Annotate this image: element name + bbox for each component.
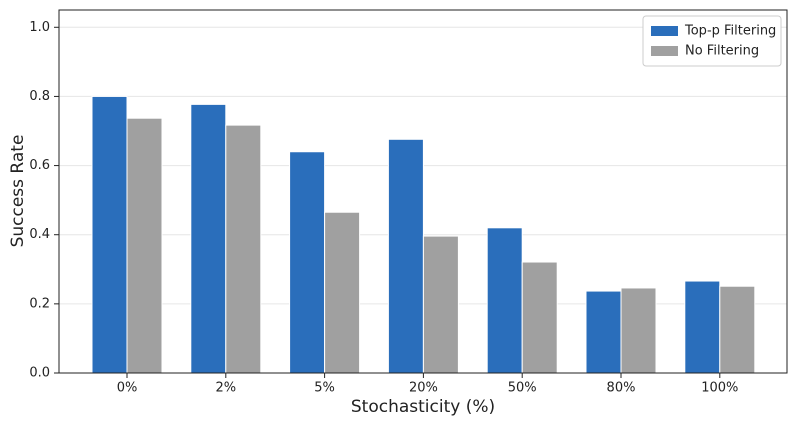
legend-label: Top-p Filtering [684,24,776,39]
x-axis-label: Stochasticity (%) [351,397,495,417]
bar [521,261,558,374]
x-tick-label: 100% [701,381,738,396]
legend-swatch [651,26,678,36]
bar [91,95,128,374]
y-tick-label: 0.2 [29,296,50,311]
bar [684,280,721,374]
x-tick-label: 2% [215,381,236,396]
x-tick-label: 20% [409,381,438,396]
x-tick-label: 5% [314,381,335,396]
bar [190,103,227,374]
bar [719,285,756,374]
y-tick-label: 0.4 [29,227,50,242]
x-tick-label: 0% [117,381,138,396]
legend-label: No Filtering [685,44,759,59]
x-tick-label: 50% [508,381,537,396]
bar [289,151,326,374]
legend-swatch [651,46,678,56]
bar [585,290,622,374]
y-tick-label: 0.6 [29,158,50,173]
bar [324,211,361,374]
bar [387,138,424,374]
y-axis-label: Success Rate [8,135,28,248]
bar [486,227,523,374]
bar [422,235,459,374]
bar [620,287,657,374]
plot-frame [58,9,788,374]
y-tick-label: 0.8 [29,89,50,104]
x-tick-label: 80% [607,381,636,396]
bar [225,124,262,374]
bar [126,117,163,374]
y-tick-label: 1.0 [29,20,50,35]
y-tick-label: 0.0 [29,366,50,381]
